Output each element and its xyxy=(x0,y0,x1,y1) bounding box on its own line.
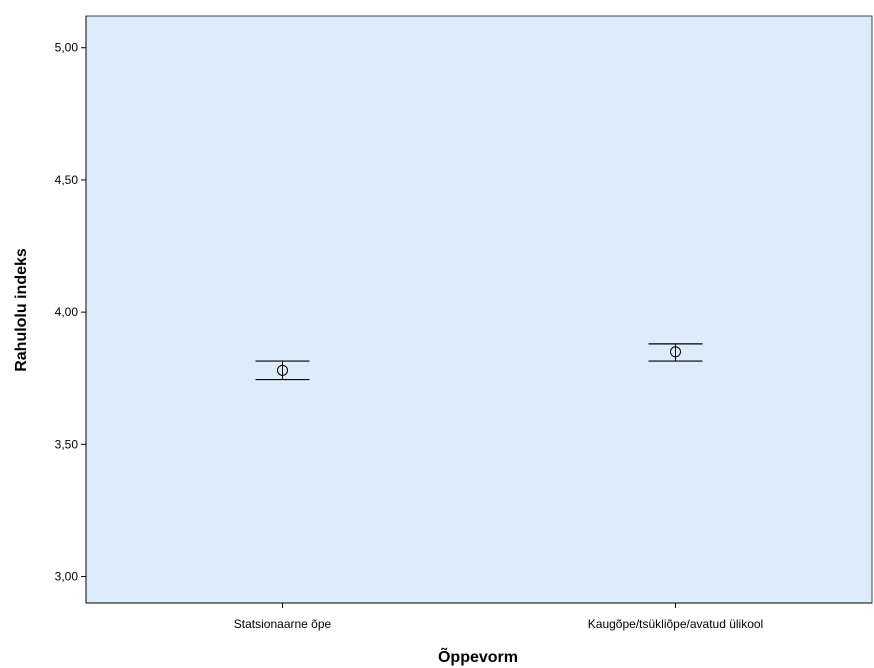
x-axis-title: Õppevorm xyxy=(438,646,518,666)
y-tick-label: 5,00 xyxy=(55,41,79,55)
error-bars xyxy=(255,343,703,381)
x-axis-ticks: Statsionaarne õpe Kaugõpe/tsükliõpe/avatu… xyxy=(234,603,763,631)
error-bar-group xyxy=(255,360,310,381)
error-bar-group xyxy=(648,343,703,362)
y-tick-label: 3,50 xyxy=(55,437,79,451)
y-tick-label: 4,50 xyxy=(55,173,79,187)
mean-marker xyxy=(277,364,288,376)
x-tick-label: Kaugõpe/tsükliõpe/avatud ülikool xyxy=(588,617,763,631)
y-tick-label: 3,00 xyxy=(55,570,79,584)
plot-area-background xyxy=(85,15,873,604)
y-axis-ticks: 3,00 3,50 4,00 4,50 5,00 xyxy=(55,41,86,584)
mean-marker xyxy=(670,346,681,358)
x-tick-label: Statsionaarne õpe xyxy=(234,617,332,631)
axes xyxy=(85,16,872,604)
y-axis-title: Rahulolu indeks xyxy=(13,248,30,372)
y-tick-label: 4,00 xyxy=(55,305,79,319)
